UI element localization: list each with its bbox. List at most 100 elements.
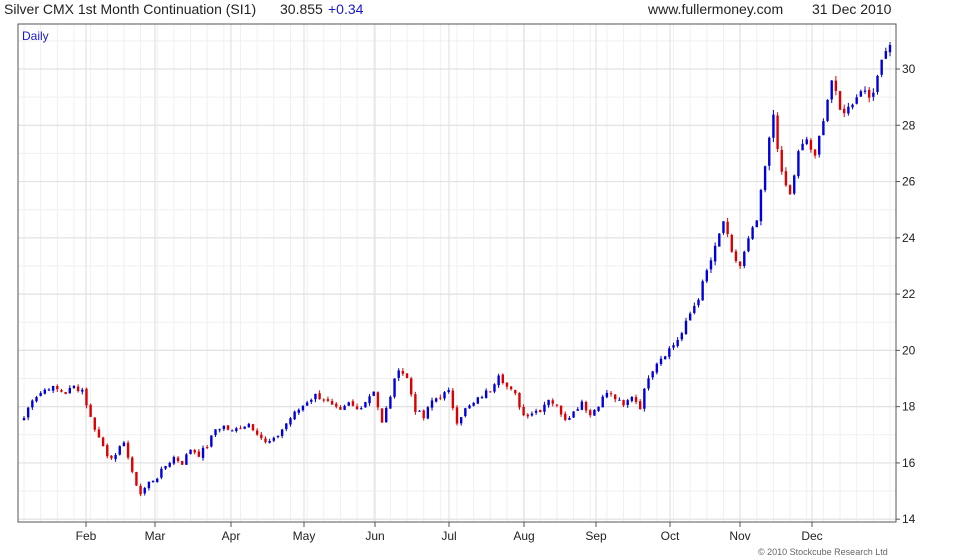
- candle-body: [139, 485, 142, 495]
- x-tick-label: Jul: [441, 529, 456, 543]
- y-tick-label: 26: [902, 175, 916, 189]
- y-tick-label: 14: [902, 512, 916, 526]
- candle-body: [776, 115, 779, 149]
- candle-body: [22, 417, 26, 421]
- candle-body: [501, 374, 504, 383]
- candle-body: [289, 418, 292, 425]
- candle-body: [722, 221, 725, 233]
- candle-body: [35, 396, 38, 402]
- candle-body: [410, 378, 413, 395]
- candle-body: [368, 396, 371, 404]
- candle-body: [818, 135, 821, 155]
- candle-body: [680, 333, 684, 340]
- candle-body: [805, 139, 808, 144]
- y-tick-label: 22: [902, 287, 916, 301]
- candle-body: [797, 151, 800, 177]
- candle-body: [243, 426, 246, 429]
- candle-body: [443, 392, 446, 399]
- candle-body: [176, 457, 180, 462]
- candle-body: [601, 396, 604, 408]
- candle-body: [530, 413, 534, 416]
- candle-body: [447, 390, 450, 393]
- candle-body: [76, 386, 80, 392]
- candle-body: [709, 260, 713, 270]
- candle-body: [110, 455, 113, 459]
- candle-body: [726, 221, 729, 235]
- candle-body: [72, 385, 76, 388]
- candle-body: [205, 447, 209, 449]
- candle-body: [143, 487, 146, 494]
- plot-frame: [17, 23, 897, 523]
- candle-body: [326, 399, 330, 401]
- candle-body: [522, 406, 525, 416]
- candle-body: [97, 429, 101, 438]
- candle-body: [185, 454, 188, 465]
- candle-body: [414, 394, 417, 412]
- candle-body: [247, 423, 251, 428]
- candle-body: [160, 468, 163, 478]
- candle-body: [718, 233, 721, 247]
- candle-body: [156, 478, 159, 482]
- candle-body: [784, 171, 788, 186]
- candle-body: [543, 404, 546, 412]
- candle-body: [705, 270, 709, 282]
- candle-body: [385, 408, 388, 423]
- candle-body: [568, 418, 571, 420]
- candle-body: [251, 424, 255, 431]
- candle-body: [826, 99, 829, 121]
- candle-body: [847, 106, 850, 114]
- candle-body: [305, 402, 309, 406]
- candle-body: [497, 375, 500, 386]
- x-tick-label: Apr: [222, 529, 241, 543]
- candle-body: [747, 238, 750, 252]
- candle-body: [314, 393, 317, 400]
- candle-body: [867, 89, 871, 98]
- candle-body: [64, 391, 67, 394]
- candle-body: [539, 409, 542, 413]
- gridlines: [18, 24, 896, 522]
- candle-body: [439, 397, 442, 399]
- candle-body: [589, 410, 592, 416]
- candle-body: [688, 313, 692, 321]
- candle-body: [580, 401, 584, 410]
- candle-body: [526, 414, 529, 417]
- candle-body: [114, 454, 117, 460]
- candle-body: [297, 409, 300, 413]
- candle-body: [813, 149, 817, 156]
- candle-body: [505, 382, 509, 387]
- candle-body: [51, 385, 55, 391]
- candle-body: [197, 451, 201, 457]
- candle-body: [39, 392, 42, 397]
- candle-body: [614, 394, 617, 400]
- candle-body: [181, 461, 184, 465]
- candle-body: [484, 390, 488, 398]
- candle-body: [547, 399, 550, 406]
- candle-body: [376, 392, 380, 408]
- candle-body: [772, 114, 775, 138]
- candle-body: [489, 391, 492, 393]
- candle-body: [780, 149, 783, 172]
- candle-body: [285, 423, 288, 430]
- candle-body: [301, 405, 305, 411]
- candle-body: [518, 392, 521, 408]
- candle-body: [405, 373, 409, 378]
- period-label: Daily: [22, 29, 49, 43]
- candle-body: [855, 97, 858, 104]
- candle-body: [372, 391, 375, 396]
- candle-body: [401, 370, 405, 374]
- candle-body: [451, 390, 455, 409]
- x-tick-label: Mar: [145, 529, 166, 543]
- candle-body: [397, 370, 400, 378]
- x-tick-label: Oct: [661, 529, 680, 543]
- candle-body: [235, 428, 238, 432]
- candle-body: [81, 389, 84, 392]
- chart-title: Silver CMX 1st Month Continuation (SI1): [4, 1, 256, 17]
- y-tick-label: 16: [902, 456, 916, 470]
- candle-body: [26, 407, 30, 418]
- candle-body: [514, 390, 517, 394]
- candle-body: [168, 462, 171, 467]
- candle-body: [426, 407, 430, 419]
- candle-body: [734, 251, 738, 261]
- y-tick-label: 30: [902, 62, 916, 76]
- copyright-notice: © 2010 Stockcube Research Ltd: [758, 547, 888, 557]
